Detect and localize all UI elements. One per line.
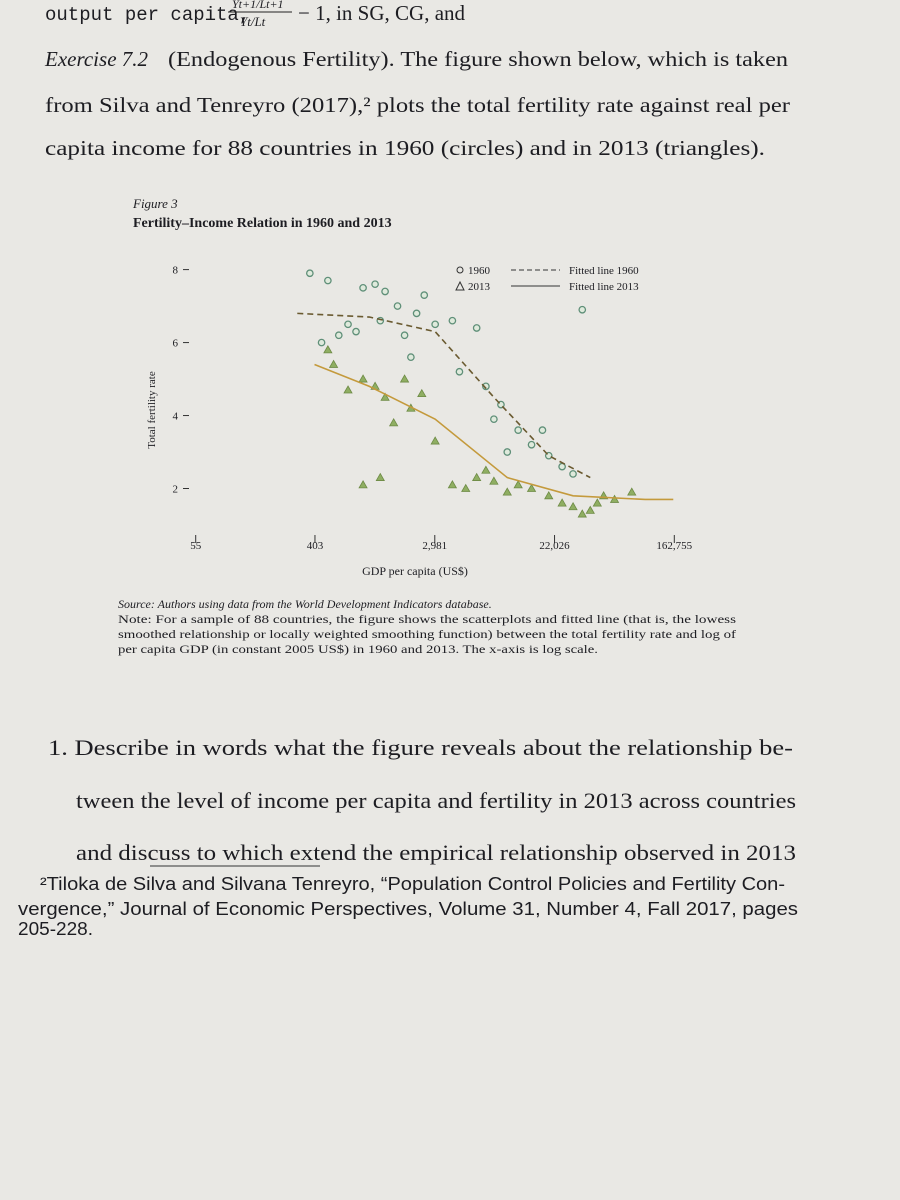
data-point <box>592 498 603 507</box>
data-point <box>359 283 367 292</box>
data-point <box>305 269 314 278</box>
data-point <box>324 276 332 285</box>
data-point <box>431 320 440 329</box>
y-axis-label: Total fertility rate <box>146 371 158 449</box>
data-point <box>448 316 457 325</box>
data-point <box>375 472 385 481</box>
legend-swatch <box>456 266 464 274</box>
header-text: − 1, in SG, CG, and <box>298 1 466 25</box>
figure-label: Figure 3 <box>132 196 178 211</box>
fraction-denominator: Yt/Lt <box>240 14 266 29</box>
data-point <box>358 480 368 489</box>
data-point <box>344 320 352 329</box>
data-point <box>455 367 464 376</box>
data-point <box>461 483 471 492</box>
data-point <box>420 291 429 299</box>
exercise-line: (Endogenous Fertility). The figure shown… <box>168 47 789 71</box>
chart-title: Fertility–Income Relation in 1960 and 20… <box>133 216 392 231</box>
x-axis-label: GDP per capita (US$) <box>362 564 468 578</box>
data-point <box>557 498 567 507</box>
x-tick-label: 55 <box>190 540 202 552</box>
y-tick-label: 2 <box>173 484 179 496</box>
question-line: 1. Describe in words what the figure rev… <box>48 735 793 760</box>
data-point <box>513 480 523 489</box>
figure-note: smoothed relationship or locally weighte… <box>118 627 736 641</box>
data-point <box>481 465 491 474</box>
data-point <box>502 487 512 496</box>
data-point <box>400 331 409 340</box>
exercise-line: capita income for 88 countries in 1960 (… <box>45 136 765 160</box>
y-tick-label: 8 <box>173 265 179 277</box>
data-point <box>578 305 587 314</box>
footnote-line: 205-228. <box>18 919 93 939</box>
footnote-line: ²Tiloka de Silva and Silvana Tenreyro, “… <box>40 874 785 894</box>
data-point <box>489 476 499 485</box>
data-point <box>358 374 368 383</box>
data-point <box>526 483 537 492</box>
fitted-line <box>314 363 674 501</box>
question-line: tween the level of income per capita and… <box>76 788 796 813</box>
x-tick-label: 162,755 <box>656 540 692 552</box>
data-point <box>380 392 390 401</box>
data-point <box>514 426 523 434</box>
data-point <box>609 494 620 503</box>
data-point <box>388 418 399 427</box>
data-point <box>417 388 427 398</box>
data-point <box>328 359 339 368</box>
x-tick-label: 2,981 <box>422 540 447 552</box>
data-point <box>503 448 512 456</box>
data-point <box>472 324 481 332</box>
data-point <box>371 280 379 289</box>
footnote-line: vergence,” Journal of Economic Perspecti… <box>18 899 798 919</box>
header-text: output per capita, <box>45 4 250 26</box>
exercise-line: from Silva and Tenreyro (2017),² plots t… <box>45 93 790 117</box>
figure-source: Source: Authors using data from the Worl… <box>118 597 492 611</box>
data-point <box>447 480 458 489</box>
legend-label: Fitted line 1960 <box>569 265 639 277</box>
legend-swatch <box>455 280 465 291</box>
question-line: and discuss to which extend the empirica… <box>76 840 796 865</box>
data-point <box>527 440 536 449</box>
data-point <box>317 338 326 347</box>
data-point <box>627 487 637 496</box>
exercise-label: Exercise 7.2 <box>44 47 149 71</box>
figure-note: per capita GDP (in constant 2005 US$) in… <box>118 642 598 656</box>
data-point <box>343 385 353 394</box>
data-point <box>585 505 595 514</box>
legend-label: 1960 <box>468 265 491 277</box>
fitted-line <box>297 312 591 479</box>
y-tick-label: 6 <box>173 338 179 350</box>
data-point <box>407 353 415 362</box>
legend-label: 2013 <box>468 281 491 293</box>
data-point <box>352 327 360 336</box>
data-point <box>334 331 343 340</box>
x-tick-label: 22,026 <box>539 540 570 552</box>
data-point <box>412 309 421 318</box>
data-point <box>381 287 389 296</box>
data-point <box>430 436 440 445</box>
data-point <box>569 470 577 478</box>
x-tick-label: 403 <box>307 540 324 552</box>
fraction-numerator: Yt+1/Lt+1 <box>232 0 284 11</box>
data-point <box>490 415 498 424</box>
legend-label: Fitted line 2013 <box>569 281 639 293</box>
data-point <box>323 345 333 354</box>
data-point <box>568 501 578 511</box>
y-tick-label: 4 <box>173 411 179 423</box>
data-point <box>399 374 410 383</box>
data-point <box>577 509 587 518</box>
data-point <box>538 426 547 434</box>
figure-note: Note: For a sample of 88 countries, the … <box>118 612 736 626</box>
data-point <box>471 472 482 481</box>
data-point <box>482 382 490 391</box>
data-point <box>393 302 402 310</box>
data-point <box>544 491 554 500</box>
